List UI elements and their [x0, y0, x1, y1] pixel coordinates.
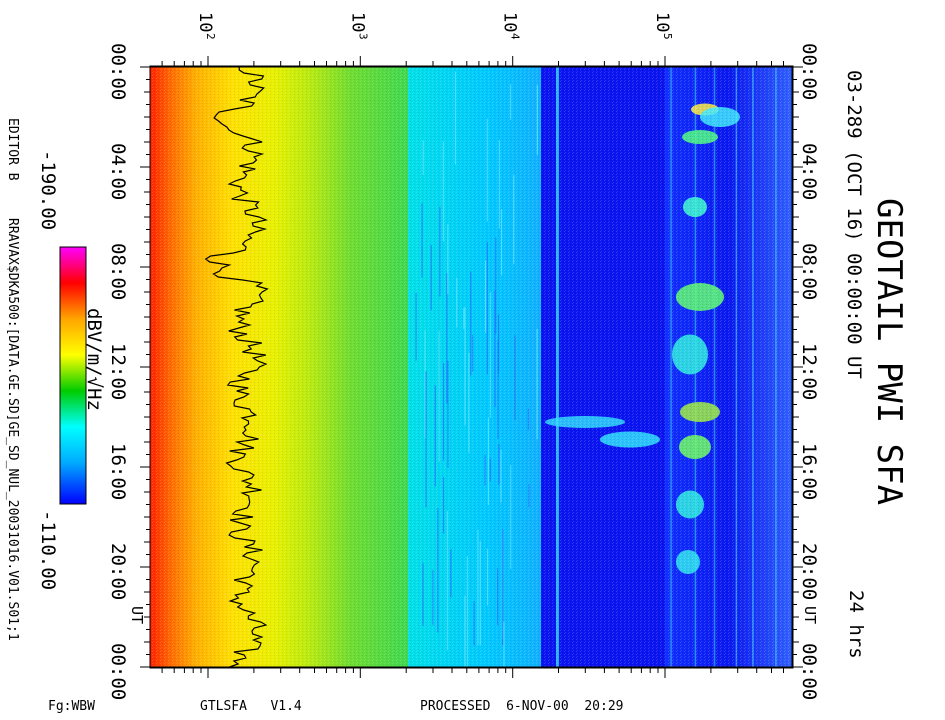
- freq-tick-exponent: 3: [356, 33, 369, 40]
- colorbar-unit-label: dBV/m/√Hz: [83, 308, 105, 411]
- time-tick-label: 16:00: [107, 443, 129, 500]
- ut-label-left: UT: [128, 606, 146, 624]
- plot-subtitle: 03-289 (OCT 16) 00:00:00 UT: [843, 70, 865, 379]
- time-tick-label: 00:00: [107, 43, 129, 100]
- spectrogram-panel: [149, 66, 793, 668]
- time-tick-label: 16:00: [798, 443, 820, 500]
- time-tick-label: 20:00: [107, 543, 129, 600]
- time-tick-label: 00:00: [107, 643, 129, 700]
- freq-tick-base: 10: [500, 12, 520, 32]
- freq-tick-exponent: 2: [204, 33, 217, 40]
- freq-tick-label: 102: [195, 12, 217, 40]
- ut-label-right: UT: [801, 606, 819, 624]
- time-labels-left: 00:00 04:00 08:00 12:00 16:00 20:00 00:00: [107, 43, 129, 700]
- footer-program-label: GTLSFA V1.4: [200, 699, 302, 714]
- time-tick-label: 12:00: [798, 343, 820, 400]
- freq-tick-base: 10: [652, 12, 672, 32]
- time-tick-label: 12:00: [107, 343, 129, 400]
- freq-tick-base: 10: [347, 12, 367, 32]
- editor-label: EDITOR B: [5, 118, 20, 181]
- freq-tick-label: 105: [652, 12, 674, 40]
- time-tick-label: 00:00: [798, 43, 820, 100]
- time-tick-label: 20:00: [798, 543, 820, 600]
- footer-processed-label: PROCESSED 6-NOV-00 20:29: [420, 699, 624, 714]
- colorbar-max-label: -110.00: [37, 510, 59, 590]
- time-tick-label: 08:00: [798, 243, 820, 300]
- overlay-trace-line: [204, 66, 269, 668]
- colorbar-min-label: -190.00: [37, 150, 59, 230]
- time-tick-label: 00:00: [798, 643, 820, 700]
- source-file-path: RRAVAX$DKA500:[DATA.GE.SD]GE_SD_NUL_2003…: [5, 218, 20, 641]
- freq-tick-exponent: 4: [509, 33, 522, 40]
- time-tick-label: 08:00: [107, 243, 129, 300]
- time-tick-label: 04:00: [107, 143, 129, 200]
- colorbar: [59, 246, 87, 505]
- time-tick-label: 04:00: [798, 143, 820, 200]
- freq-tick-label: 104: [500, 12, 522, 40]
- time-labels-right: 00:00 04:00 08:00 12:00 16:00 20:00 00:00: [798, 43, 820, 700]
- freq-tick-exponent: 5: [661, 33, 674, 40]
- axis-ticks: [140, 56, 803, 678]
- freq-tick-base: 10: [195, 12, 215, 32]
- footer-fg-label: Fg:WBW: [48, 699, 95, 714]
- duration-label: 24 hrs: [845, 590, 867, 659]
- plot-title: GEOTAIL PWI SFA: [869, 198, 909, 505]
- texture: [150, 67, 792, 667]
- freq-tick-label: 103: [347, 12, 369, 40]
